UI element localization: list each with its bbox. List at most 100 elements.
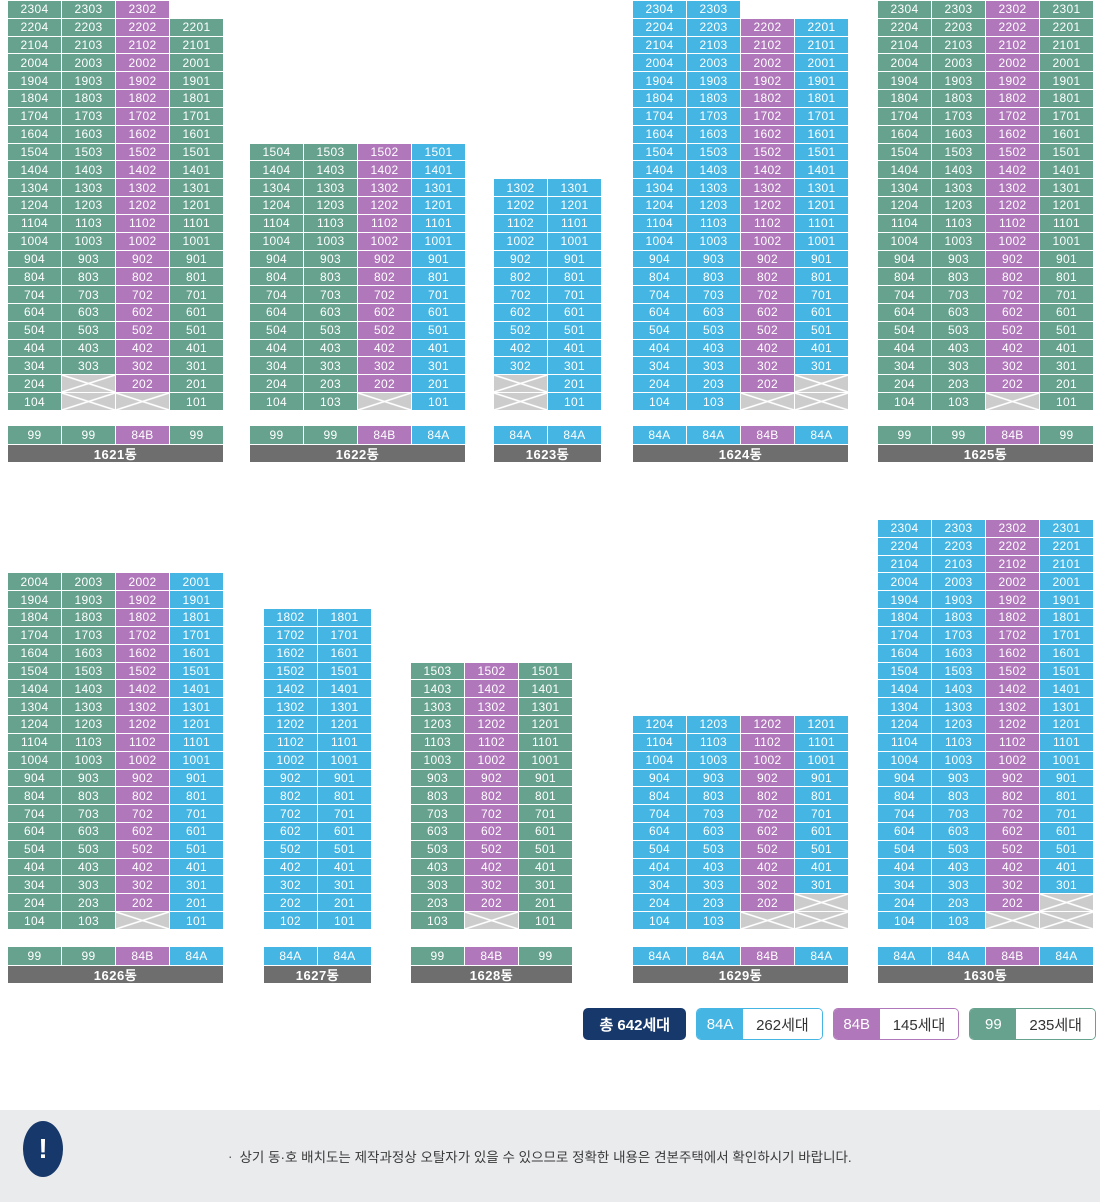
unit-cell: 302 [741, 876, 794, 894]
unit-cell: 1202 [264, 716, 317, 733]
column-type-cell: 84A [932, 947, 985, 965]
unit-cell: 1303 [687, 179, 740, 197]
unit-cell: 1403 [411, 680, 464, 698]
unit-cell: 202 [465, 894, 518, 912]
unit-cell: 1102 [986, 214, 1039, 232]
unit-cell: 502 [264, 840, 317, 858]
crossed-out-cell [986, 912, 1039, 929]
legend-chip-type: 99 [970, 1009, 1017, 1039]
unit-cell: 1103 [932, 214, 985, 232]
unit-cell: 2001 [170, 573, 223, 591]
unit-cell: 1502 [741, 143, 794, 161]
unit-cell: 904 [878, 250, 931, 268]
unit-cell: 901 [1040, 769, 1093, 787]
unit-cell: 1102 [116, 733, 169, 751]
unit-cell: 302 [116, 876, 169, 894]
column-type-cell: 99 [8, 426, 61, 444]
unit-cell: 2102 [986, 36, 1039, 54]
unit-cell: 2204 [8, 18, 61, 36]
unit-cell: 401 [548, 339, 601, 357]
unit-cell: 702 [986, 286, 1039, 303]
unit-cell: 1204 [878, 197, 931, 214]
unit-cell: 103 [932, 912, 985, 929]
unit-cell: 501 [1040, 840, 1093, 858]
unit-cell: 1202 [116, 716, 169, 733]
unit-cell: 501 [519, 840, 572, 858]
unit-cell: 602 [264, 822, 317, 840]
unit-cell: 702 [264, 805, 317, 822]
unit-cell: 504 [633, 840, 686, 858]
unit-cell: 903 [687, 769, 740, 787]
unit-cell: 1704 [878, 107, 931, 125]
unit-cell: 2103 [687, 36, 740, 54]
column-type-cell: 84B [358, 426, 411, 444]
unit-cell: 1301 [1040, 698, 1093, 716]
unit-cell: 402 [494, 339, 547, 357]
unit-cell: 2202 [986, 537, 1039, 555]
unit-cell: 1302 [116, 698, 169, 716]
unit-cell: 803 [932, 268, 985, 286]
unit-cell: 202 [986, 894, 1039, 912]
unit-cell: 1104 [8, 214, 61, 232]
unit-cell: 104 [878, 912, 931, 929]
unit-cell: 403 [932, 339, 985, 357]
unit-cell: 2304 [878, 519, 931, 537]
unit-cell: 101 [170, 393, 223, 410]
unit-cell: 2004 [8, 573, 61, 591]
bullet-dot: · [228, 1148, 233, 1164]
unit-cell: 1602 [116, 125, 169, 143]
unit-cell: 602 [986, 303, 1039, 321]
unit-cell: 301 [318, 876, 371, 894]
unit-cell: 1302 [358, 179, 411, 197]
unit-cell: 1902 [116, 591, 169, 609]
unit-cell: 1601 [318, 644, 371, 662]
unit-cell: 302 [358, 357, 411, 375]
unit-cell: 304 [633, 876, 686, 894]
unit-cell: 904 [633, 769, 686, 787]
unit-cell: 1701 [170, 626, 223, 644]
unit-cell: 1602 [986, 125, 1039, 143]
unit-cell: 2201 [795, 18, 848, 36]
unit-cell: 2104 [878, 36, 931, 54]
unit-cell: 1902 [741, 72, 794, 90]
unit-cell: 701 [519, 805, 572, 822]
unit-cell: 1802 [116, 90, 169, 107]
unit-cell: 501 [170, 321, 223, 339]
unit-cell: 1904 [8, 72, 61, 90]
unit-cell: 301 [412, 357, 465, 375]
unit-cell: 302 [986, 357, 1039, 375]
unit-cell: 1202 [116, 197, 169, 214]
footer-note-bar: ! · 상기 동·호 배치도는 제작과정상 오탈자가 있을 수 있으므로 정확한… [0, 1110, 1100, 1202]
unit-cell: 403 [687, 339, 740, 357]
unit-cell: 804 [878, 268, 931, 286]
unit-cell: 2101 [1040, 555, 1093, 573]
unit-cell: 1701 [1040, 107, 1093, 125]
unit-cell: 1303 [62, 179, 115, 197]
unit-cell: 1903 [932, 72, 985, 90]
unit-cell: 1604 [633, 125, 686, 143]
unit-cell: 802 [741, 787, 794, 805]
unit-cell: 1002 [741, 232, 794, 250]
unit-cell: 104 [8, 912, 61, 929]
unit-cell: 2204 [633, 18, 686, 36]
unit-cell: 704 [633, 286, 686, 303]
crossed-out-cell [795, 393, 848, 410]
unit-cell: 402 [358, 339, 411, 357]
unit-cell: 701 [1040, 805, 1093, 822]
unit-cell: 1202 [494, 197, 547, 214]
unit-cell: 1301 [170, 179, 223, 197]
unit-cell: 704 [878, 805, 931, 822]
unit-cell: 301 [795, 357, 848, 375]
unit-cell: 403 [304, 339, 357, 357]
unit-cell: 404 [878, 858, 931, 876]
column-type-cell: 84B [986, 426, 1039, 444]
unit-cell: 502 [986, 321, 1039, 339]
unit-cell: 502 [358, 321, 411, 339]
unit-cell: 1102 [741, 733, 794, 751]
unit-cell: 2304 [878, 0, 931, 18]
unit-cell: 904 [633, 250, 686, 268]
unit-cell: 2002 [116, 573, 169, 591]
unit-cell: 1104 [633, 214, 686, 232]
unit-cell: 204 [8, 894, 61, 912]
